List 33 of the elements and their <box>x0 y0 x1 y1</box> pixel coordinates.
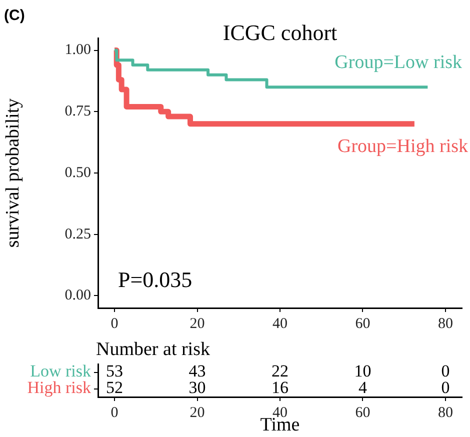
y-tick-label: Low risk <box>30 362 92 381</box>
x-tick-label: 80 <box>438 316 453 332</box>
annotation: P=0.035 <box>118 267 192 292</box>
x-tick-label: 0 <box>110 316 118 332</box>
chart-title: Number at risk <box>96 339 210 360</box>
data-label: 4 <box>358 378 368 398</box>
data-label: 30 <box>188 378 206 398</box>
y-tick-label: 0.75 <box>64 104 91 120</box>
y-tick-label: 1.00 <box>64 42 91 58</box>
x-tick-label: 20 <box>190 316 205 332</box>
x-tick-label: 40 <box>272 316 288 332</box>
data-label: 10 <box>354 362 372 381</box>
data-label: 16 <box>272 378 288 398</box>
data-label: 22 <box>272 362 288 381</box>
text: (C) <box>4 7 25 24</box>
y-tick-label: 0.50 <box>64 164 91 181</box>
series-label: Group=High risk <box>337 136 468 157</box>
data-label: 53 <box>106 362 124 381</box>
x-tick-label: 60 <box>355 316 370 332</box>
chart-title: ICGC cohort <box>222 20 338 45</box>
y-tick-label: High risk <box>27 378 92 398</box>
y-axis-title: survival probability <box>2 98 24 248</box>
x-tick-label: 0 <box>110 404 118 421</box>
x-tick-label: 80 <box>438 404 453 421</box>
x-tick-label: 20 <box>190 404 205 421</box>
data-label: 0 <box>441 378 450 398</box>
series-label: Group=Low risk <box>334 52 462 74</box>
data-label: 43 <box>188 362 206 381</box>
data-label: 0 <box>441 362 450 381</box>
x-tick-label: 60 <box>355 404 370 421</box>
data-label: 52 <box>106 378 124 398</box>
y-tick-label: 0.00 <box>64 288 91 304</box>
y-tick-label: 0.25 <box>64 226 91 242</box>
